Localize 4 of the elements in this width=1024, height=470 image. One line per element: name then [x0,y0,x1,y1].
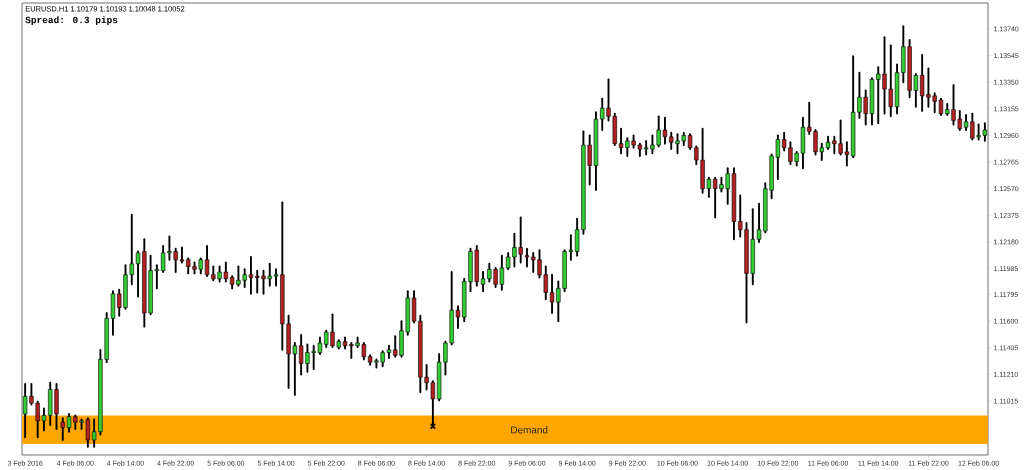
candlestick [60,417,65,441]
band-label: Demand [511,426,548,434]
candlestick [524,247,530,268]
text: Spread: 0.3 pips [25,16,118,26]
